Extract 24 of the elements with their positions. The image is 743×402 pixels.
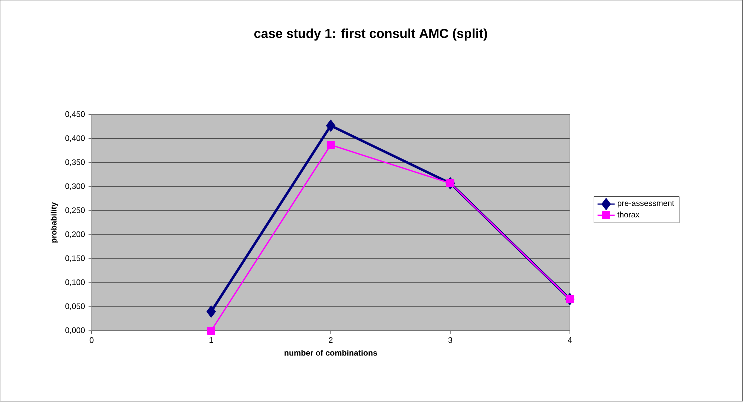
y-tick-label: 0,350 [66, 160, 86, 166]
point [326, 120, 336, 132]
y-tick-label: 0,000 [66, 328, 86, 334]
y-tick-label: 0,050 [66, 304, 86, 310]
x-tick-label: 0 [90, 338, 94, 344]
y-tick-label: 0,200 [66, 232, 86, 238]
y-tick-label: 0,450 [66, 112, 86, 118]
y-tick-label: 0,100 [66, 280, 86, 286]
y-tick-label: 0,150 [66, 256, 86, 262]
chart-title: case study 1: first consult AMC (split) [254, 28, 488, 41]
y-tick-label: 0,300 [66, 184, 86, 190]
y-tick-label: 0,400 [66, 136, 86, 142]
point [206, 306, 216, 318]
x-tick-label: 3 [448, 338, 452, 344]
y-tick-label: 0,250 [66, 208, 86, 214]
legend-label: thorax [618, 212, 640, 218]
x-tick-label: 1 [210, 338, 214, 344]
x-axis-title: number of combinations [284, 350, 378, 356]
legend-label: pre-assessment [618, 201, 674, 208]
x-tick-label: 4 [568, 338, 572, 344]
x-tick-label: 2 [329, 338, 333, 344]
y-axis-title: probability [50, 202, 58, 243]
point [326, 141, 335, 150]
point [207, 327, 216, 336]
